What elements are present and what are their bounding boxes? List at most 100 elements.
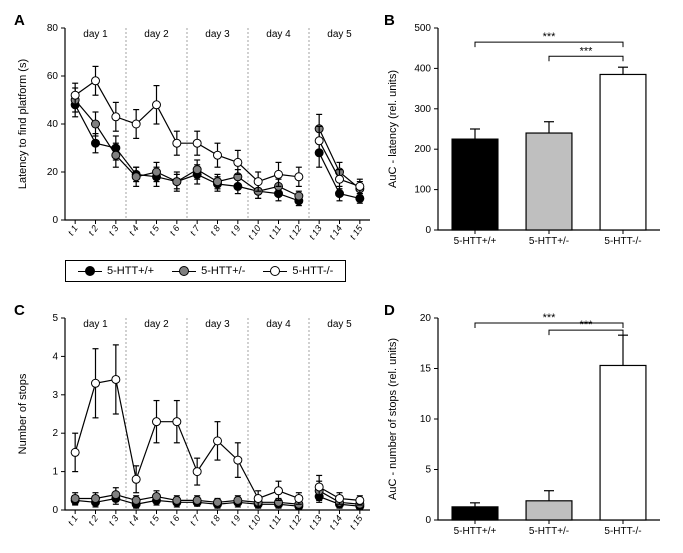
svg-text:5: 5: [425, 465, 431, 476]
svg-text:15: 15: [420, 364, 432, 375]
svg-text:10: 10: [420, 414, 432, 425]
svg-text:t 15: t 15: [348, 513, 365, 532]
panel-d-svg: 0 5 10 15 20 AuC - number of stops (rel. unit…: [380, 300, 670, 550]
svg-text:5-HTT+/-: 5-HTT+/-: [529, 236, 569, 247]
panel-b-label: B: [384, 12, 395, 29]
svg-text:t 7: t 7: [188, 223, 203, 238]
svg-text:t 1: t 1: [66, 513, 80, 527]
svg-text:2: 2: [52, 428, 58, 439]
svg-text:t 6: t 6: [168, 223, 182, 237]
panel-c: C 0 1 2 3 4 5 Number of stops t 1 t 2 t 3 t 4 t 5 t …: [10, 300, 380, 550]
svg-text:t 13: t 13: [307, 223, 324, 241]
svg-text:day 3: day 3: [205, 319, 230, 330]
figure-grid: A 020406080Latency to find platform (s)t…: [10, 10, 673, 550]
svg-text:AuC - latency (rel. units): AuC - latency (rel. units): [387, 70, 399, 188]
svg-text:40: 40: [47, 119, 59, 130]
legend-item-wt: 5-HTT+/+: [78, 265, 154, 277]
svg-text:5-HTT-/-: 5-HTT-/-: [604, 236, 641, 247]
svg-text:t 15: t 15: [348, 223, 365, 242]
svg-text:t 8: t 8: [208, 513, 222, 527]
legend-label-wt: 5-HTT+/+: [107, 265, 154, 277]
svg-text:***: ***: [543, 31, 557, 43]
svg-text:0: 0: [425, 225, 431, 236]
svg-text:t 14: t 14: [327, 223, 344, 241]
svg-text:20: 20: [420, 313, 432, 324]
svg-text:Number of stops: Number of stops: [17, 373, 29, 454]
svg-text:t 9: t 9: [229, 513, 243, 527]
svg-text:day 5: day 5: [327, 319, 352, 330]
svg-text:0: 0: [425, 515, 431, 526]
svg-text:day 3: day 3: [205, 29, 230, 40]
svg-text:500: 500: [414, 23, 431, 34]
svg-text:day 1: day 1: [83, 319, 108, 330]
svg-text:t 2: t 2: [86, 513, 100, 527]
panel-b: B 0 100 200 300 400 500 AuC - latency (rel. un…: [380, 10, 670, 260]
svg-text:60: 60: [47, 71, 59, 82]
svg-text:4: 4: [52, 351, 58, 362]
svg-text:5-HTT+/-: 5-HTT+/-: [529, 526, 569, 537]
panel-d-label: D: [384, 302, 395, 319]
svg-text:t 3: t 3: [107, 223, 121, 237]
svg-text:3: 3: [52, 390, 58, 401]
panel-c-svg: 0 1 2 3 4 5 Number of stops t 1 t 2 t 3 t 4 t 5 t 6 t…: [10, 300, 380, 550]
svg-text:Latency to find platform (s): Latency to find platform (s): [17, 59, 29, 189]
svg-text:0: 0: [52, 215, 58, 226]
svg-text:1: 1: [52, 467, 58, 478]
svg-text:5: 5: [52, 313, 58, 324]
svg-text:t 5: t 5: [147, 513, 162, 528]
panel-d: D 0 5 10 15 20 AuC - number of stops (rel. un…: [380, 300, 670, 550]
legend-item-ko: 5-HTT-/-: [263, 265, 333, 277]
svg-text:400: 400: [414, 63, 431, 74]
svg-text:80: 80: [47, 23, 59, 34]
svg-text:t 6: t 6: [168, 513, 182, 527]
svg-text:t 4: t 4: [127, 223, 141, 237]
svg-text:300: 300: [414, 104, 431, 115]
panel-b-svg: 0 100 200 300 400 500 AuC - latency (rel. unit…: [380, 10, 670, 260]
svg-text:t 11: t 11: [267, 513, 283, 530]
svg-text:t 8: t 8: [208, 223, 222, 237]
svg-text:t 7: t 7: [188, 513, 203, 528]
svg-text:t 11: t 11: [267, 223, 283, 240]
svg-text:t 13: t 13: [307, 513, 324, 531]
svg-text:day 5: day 5: [327, 29, 352, 40]
svg-text:day 2: day 2: [144, 29, 169, 40]
svg-text:day 4: day 4: [266, 319, 291, 330]
svg-text:t 1: t 1: [66, 223, 80, 237]
legend-row: 5-HTT+/+ 5-HTT+/- 5-HTT-/-: [10, 260, 670, 300]
svg-text:t 5: t 5: [147, 223, 162, 238]
svg-text:200: 200: [414, 144, 431, 155]
legend-marker-ko: [263, 266, 287, 276]
legend-label-het: 5-HTT+/-: [201, 265, 245, 277]
svg-text:t 3: t 3: [107, 513, 121, 527]
svg-text:t 9: t 9: [229, 223, 243, 237]
svg-text:100: 100: [414, 185, 431, 196]
legend: 5-HTT+/+ 5-HTT+/- 5-HTT-/-: [65, 260, 346, 282]
svg-text:20: 20: [47, 167, 59, 178]
legend-label-ko: 5-HTT-/-: [292, 265, 333, 277]
svg-text:5-HTT+/+: 5-HTT+/+: [454, 526, 497, 537]
svg-text:***: ***: [580, 45, 594, 57]
svg-text:5-HTT+/+: 5-HTT+/+: [454, 236, 497, 247]
svg-text:day 1: day 1: [83, 29, 108, 40]
legend-marker-het: [172, 266, 196, 276]
panel-a: A 0 20 40 60 80 Latency to find platform (s) t…: [10, 10, 380, 260]
panel-c-label: C: [14, 302, 25, 319]
legend-marker-wt: [78, 266, 102, 276]
legend-item-het: 5-HTT+/-: [172, 265, 245, 277]
svg-text:t 12: t 12: [287, 513, 304, 531]
svg-text:t 14: t 14: [327, 513, 344, 531]
svg-text:t 10: t 10: [246, 513, 263, 531]
panel-a-svg: 0 20 40 60 80 Latency to find platform (s) t 1…: [10, 10, 380, 260]
svg-text:***: ***: [543, 312, 557, 324]
svg-text:AuC - number of stops (rel. un: AuC - number of stops (rel. units): [387, 338, 399, 500]
svg-text:t 12: t 12: [287, 223, 304, 241]
svg-text:5-HTT-/-: 5-HTT-/-: [604, 526, 641, 537]
panel-a-label: A: [14, 12, 25, 29]
svg-text:t 10: t 10: [246, 223, 263, 241]
svg-text:t 2: t 2: [86, 223, 100, 237]
svg-text:t 4: t 4: [127, 513, 141, 527]
svg-text:day 2: day 2: [144, 319, 169, 330]
svg-text:0: 0: [52, 505, 58, 516]
svg-text:day 4: day 4: [266, 29, 291, 40]
svg-text:***: ***: [580, 319, 594, 331]
